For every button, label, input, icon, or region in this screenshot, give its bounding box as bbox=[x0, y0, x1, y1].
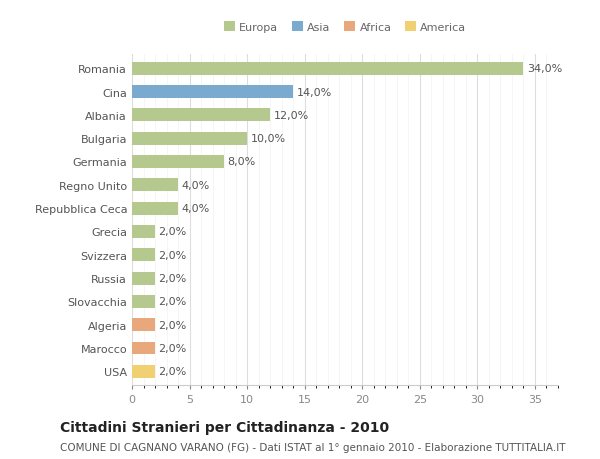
Bar bbox=[132, 109, 270, 122]
Bar bbox=[132, 133, 247, 145]
Text: 2,0%: 2,0% bbox=[158, 297, 187, 307]
Bar bbox=[132, 319, 155, 331]
Bar bbox=[132, 296, 155, 308]
Bar bbox=[132, 156, 224, 168]
Text: 2,0%: 2,0% bbox=[158, 250, 187, 260]
Text: 4,0%: 4,0% bbox=[182, 180, 210, 190]
Text: COMUNE DI CAGNANO VARANO (FG) - Dati ISTAT al 1° gennaio 2010 - Elaborazione TUT: COMUNE DI CAGNANO VARANO (FG) - Dati IST… bbox=[60, 442, 566, 452]
Text: 2,0%: 2,0% bbox=[158, 274, 187, 284]
Text: 34,0%: 34,0% bbox=[527, 64, 562, 74]
Text: 12,0%: 12,0% bbox=[274, 111, 309, 121]
Bar bbox=[132, 179, 178, 192]
Bar bbox=[132, 249, 155, 262]
Bar bbox=[132, 62, 523, 75]
Text: 2,0%: 2,0% bbox=[158, 367, 187, 376]
Text: 10,0%: 10,0% bbox=[251, 134, 286, 144]
Bar bbox=[132, 86, 293, 99]
Bar bbox=[132, 202, 178, 215]
Text: 2,0%: 2,0% bbox=[158, 343, 187, 353]
Text: Cittadini Stranieri per Cittadinanza - 2010: Cittadini Stranieri per Cittadinanza - 2… bbox=[60, 420, 389, 434]
Bar bbox=[132, 342, 155, 355]
Bar bbox=[132, 225, 155, 238]
Bar bbox=[132, 272, 155, 285]
Text: 2,0%: 2,0% bbox=[158, 227, 187, 237]
Bar bbox=[132, 365, 155, 378]
Text: 2,0%: 2,0% bbox=[158, 320, 187, 330]
Text: 14,0%: 14,0% bbox=[296, 87, 332, 97]
Legend: Europa, Asia, Africa, America: Europa, Asia, Africa, America bbox=[219, 17, 471, 37]
Text: 8,0%: 8,0% bbox=[227, 157, 256, 167]
Text: 4,0%: 4,0% bbox=[182, 204, 210, 214]
